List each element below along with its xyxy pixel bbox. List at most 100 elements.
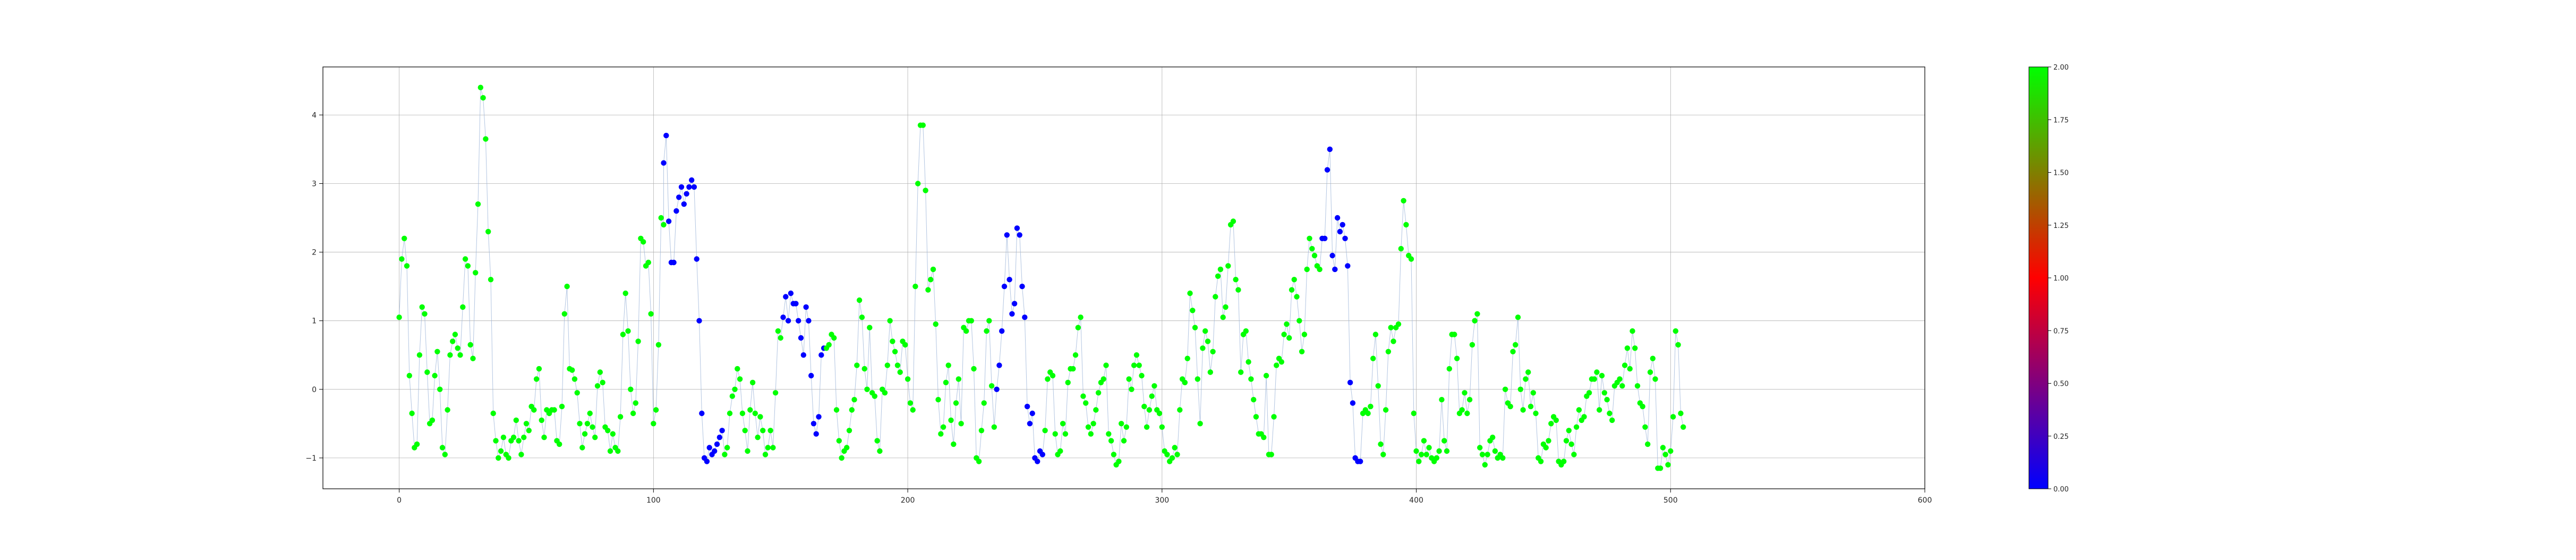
data-point xyxy=(1640,403,1645,410)
data-point xyxy=(615,448,621,454)
data-point xyxy=(1093,407,1099,413)
data-point xyxy=(409,410,415,417)
data-point xyxy=(846,428,852,434)
data-point xyxy=(928,277,934,283)
data-point xyxy=(1024,403,1030,410)
data-point xyxy=(1604,397,1610,403)
data-point xyxy=(564,283,570,290)
data-point xyxy=(976,459,982,464)
data-point xyxy=(839,455,845,461)
colorbar-tick-label: 0.25 xyxy=(2053,433,2069,441)
data-point xyxy=(1004,232,1010,238)
data-point xyxy=(1139,372,1145,379)
data-point xyxy=(1477,445,1483,451)
data-point xyxy=(1525,369,1531,375)
data-point xyxy=(1500,455,1506,461)
data-point xyxy=(729,393,736,399)
data-point xyxy=(1576,407,1582,413)
data-point xyxy=(1523,376,1529,382)
data-point xyxy=(439,445,446,451)
data-point xyxy=(940,424,946,430)
data-point xyxy=(557,441,562,447)
data-point xyxy=(1197,421,1203,427)
data-point xyxy=(1317,266,1323,273)
data-point xyxy=(1136,362,1142,368)
data-point xyxy=(1566,428,1572,434)
data-point xyxy=(1146,407,1153,413)
data-point xyxy=(1507,403,1513,410)
data-point xyxy=(594,383,601,389)
data-point xyxy=(780,315,786,320)
data-point xyxy=(1462,390,1468,396)
data-point xyxy=(890,338,895,344)
data-point xyxy=(590,424,595,430)
data-point xyxy=(696,318,702,324)
data-point xyxy=(872,393,878,399)
data-point xyxy=(1350,400,1356,406)
data-point xyxy=(851,397,857,403)
data-point xyxy=(422,311,428,317)
data-point xyxy=(1035,459,1040,464)
data-point xyxy=(1121,438,1127,444)
data-point xyxy=(1248,376,1254,382)
data-point xyxy=(483,136,489,142)
data-point xyxy=(778,335,783,341)
data-point xyxy=(434,349,440,354)
data-point xyxy=(572,376,578,382)
data-point xyxy=(1205,338,1211,344)
data-point xyxy=(1246,359,1251,365)
data-point xyxy=(686,184,692,190)
data-point xyxy=(1474,311,1480,317)
y-tick-label: −1 xyxy=(305,454,317,463)
data-point xyxy=(755,435,761,440)
data-point xyxy=(416,352,423,358)
colorbar-ticks: 0.00 0.25 0.50 0.75 1.00 1.25 1.50 1.75 2.00 xyxy=(2048,64,2069,494)
data-point xyxy=(864,386,870,392)
data-point xyxy=(1403,222,1409,228)
data-point xyxy=(477,84,483,90)
data-point xyxy=(1327,146,1333,152)
data-point xyxy=(577,421,583,427)
data-point xyxy=(1057,448,1063,454)
data-point xyxy=(574,390,580,396)
data-point xyxy=(1452,332,1457,337)
data-point xyxy=(561,311,568,317)
data-point xyxy=(793,301,799,307)
data-point xyxy=(1681,424,1686,430)
data-point xyxy=(806,318,812,324)
data-point xyxy=(1187,290,1193,296)
data-point xyxy=(1131,362,1137,368)
data-point xyxy=(1347,379,1353,386)
data-point xyxy=(971,366,977,372)
data-point xyxy=(1251,397,1257,403)
data-point xyxy=(1213,294,1218,300)
data-point xyxy=(1601,390,1607,396)
data-point xyxy=(1263,372,1269,379)
data-point xyxy=(694,256,700,262)
data-point xyxy=(956,376,962,382)
data-point xyxy=(1281,332,1287,337)
data-point xyxy=(1271,414,1277,420)
data-point xyxy=(785,318,791,324)
data-point xyxy=(539,417,544,423)
data-point xyxy=(1223,304,1229,310)
data-point xyxy=(592,435,598,440)
data-point xyxy=(1301,332,1308,337)
data-point xyxy=(437,386,443,392)
y-axis-ticks: −1 0 1 2 3 4 xyxy=(305,111,323,463)
data-point xyxy=(1233,277,1239,283)
data-point xyxy=(1510,349,1516,354)
data-point xyxy=(1365,410,1371,417)
data-point xyxy=(749,379,756,386)
x-tick-label: 100 xyxy=(646,496,661,505)
data-point xyxy=(1202,328,1208,334)
data-point xyxy=(1129,386,1135,392)
data-point xyxy=(600,379,605,386)
data-point xyxy=(1416,459,1422,464)
data-point xyxy=(1177,407,1183,413)
data-point xyxy=(584,421,591,427)
data-point xyxy=(1378,441,1384,447)
data-point xyxy=(1182,379,1188,386)
data-point xyxy=(1299,349,1305,354)
data-point xyxy=(676,194,682,200)
